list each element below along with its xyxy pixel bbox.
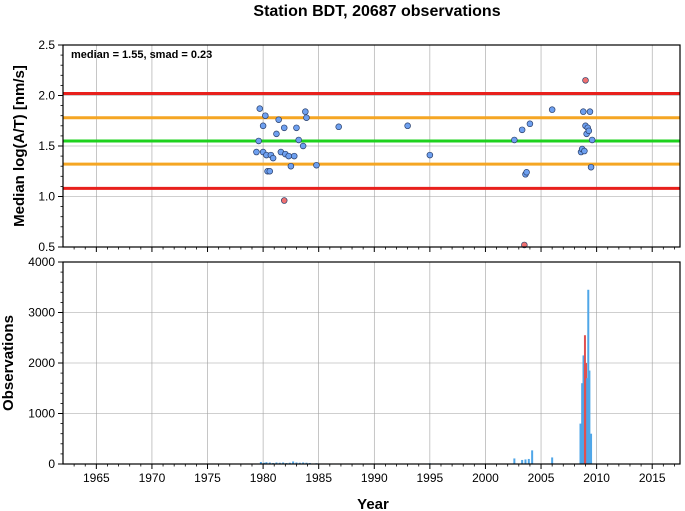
year-x-axis-label: Year: [357, 496, 389, 511]
observation-bar: [263, 462, 266, 464]
year-tick-label: 1975: [194, 471, 221, 485]
median-y-tick-label: 1.0: [38, 190, 55, 204]
observation-bar: [268, 462, 271, 464]
median-point: [588, 136, 596, 144]
median-point: [269, 154, 277, 162]
year-tick-label: 1990: [361, 471, 388, 485]
observation-bar: [581, 383, 584, 464]
year-tick-label: 2000: [472, 471, 499, 485]
median-point: [290, 152, 298, 160]
observations-y-tick-label: 2000: [28, 356, 55, 370]
observation-bar: [582, 355, 585, 464]
observation-bar: [590, 433, 593, 464]
median-point: [582, 77, 589, 84]
median-point: [526, 120, 534, 128]
median-point: [580, 108, 587, 115]
observation-bar: [587, 289, 590, 464]
median-point: [302, 108, 309, 115]
median-y-axis-label: Median log(A/T) [nm/s]: [11, 65, 28, 227]
median-points: [253, 77, 596, 249]
observations-y-tick-label: 1000: [28, 407, 55, 421]
year-tick-label: 1995: [417, 471, 444, 485]
chart-title: Station BDT, 20687 observations: [253, 3, 500, 20]
median-y-tick-label: 2.0: [38, 89, 55, 103]
observation-bar: [305, 462, 308, 464]
observation-bar: [527, 458, 530, 464]
observation-bar: [275, 462, 278, 464]
median-point: [581, 147, 588, 155]
observation-bar: [586, 378, 589, 464]
median-point: [299, 142, 307, 150]
observation-bar: [521, 459, 524, 464]
median-point: [293, 124, 300, 132]
median-x-tickmarks: [73, 247, 675, 252]
median-point: [280, 124, 288, 132]
median-point: [285, 152, 292, 160]
year-tick-label: 2005: [528, 471, 555, 485]
year-tick-label: 1980: [250, 471, 277, 485]
median-point: [256, 105, 264, 112]
observations-y-axis-label: Observations: [0, 315, 17, 411]
observation-bar: [579, 423, 582, 464]
median-point: [511, 136, 518, 144]
observations-y-tick-label: 3000: [28, 306, 55, 320]
year-tick-label: 2015: [639, 471, 666, 485]
median-point: [523, 169, 530, 176]
observation-bar: [551, 457, 554, 464]
median-point: [255, 137, 262, 145]
median-point: [404, 122, 411, 130]
observation-bar: [288, 462, 291, 464]
year-tick-label: 1985: [305, 471, 332, 485]
year-tick-label: 2010: [583, 471, 610, 485]
observation-bar: [531, 450, 534, 464]
median-reference-lines: [63, 91, 680, 190]
observation-bar: [302, 462, 305, 464]
observation-bar: [298, 462, 301, 464]
observation-bar: [292, 461, 295, 464]
median-point: [287, 162, 295, 170]
median-y-tick-label: 1.5: [38, 139, 55, 153]
median-y-tick-label: 0.5: [38, 240, 55, 254]
observation-bar: [583, 335, 586, 464]
median-point: [303, 114, 310, 121]
median-point: [426, 151, 434, 159]
observation-bar: [585, 363, 588, 464]
median-point: [313, 161, 320, 169]
observation-bar: [282, 462, 285, 464]
observation-bar: [265, 462, 268, 464]
observation-bar: [513, 458, 516, 464]
observation-bar: [588, 370, 591, 464]
median-point: [275, 116, 282, 123]
observations-y-tick-label: 0: [48, 457, 55, 471]
observations-y-ticks: 0 1000 2000 3000 4000: [28, 255, 63, 471]
median-point: [587, 163, 595, 171]
observation-bar: [524, 459, 527, 464]
observation-bar: [259, 461, 262, 464]
median-point: [262, 112, 269, 119]
median-point: [280, 197, 288, 204]
median-point: [295, 136, 302, 144]
median-point: [518, 126, 526, 134]
median-panel: 0.5 1.0 1.5 2.0 2.5 median = 1.55, smad = 0.…: [11, 38, 681, 254]
median-point: [585, 127, 593, 135]
observation-bar: [295, 462, 298, 464]
observations-y-tick-label: 4000: [28, 255, 55, 269]
year-tick-label: 1970: [139, 471, 166, 485]
median-point: [586, 108, 594, 115]
median-point: [253, 148, 260, 156]
observation-bar: [278, 462, 281, 464]
median-point: [335, 123, 342, 131]
median-point: [259, 122, 267, 130]
median-point: [273, 130, 280, 138]
median-y-ticks: 0.5 1.0 1.5 2.0 2.5: [38, 38, 63, 254]
year-x-ticks: 1965 1970 1975 1980 1985 1990 1995 2000 2005 2010…: [73, 464, 675, 485]
stats-annotation: median = 1.55, smad = 0.23: [71, 49, 212, 61]
median-point: [548, 106, 556, 113]
year-tick-label: 1965: [83, 471, 110, 485]
median-point: [266, 168, 274, 175]
median-y-tick-label: 2.5: [38, 38, 55, 52]
